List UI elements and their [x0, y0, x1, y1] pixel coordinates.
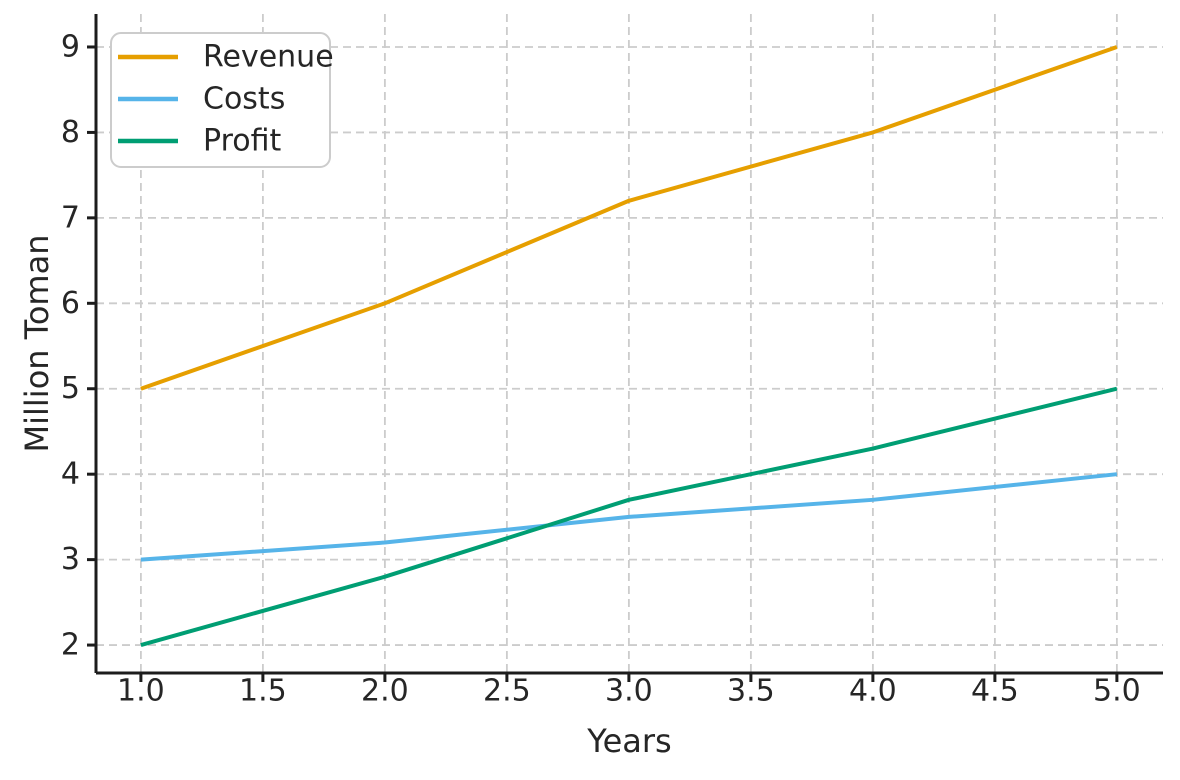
x-axis-tick-label: 4.0: [849, 674, 897, 709]
x-axis-tick-label: 5.0: [1093, 674, 1141, 709]
series-line-costs: [140, 472, 1118, 562]
x-axis-tick-label: 2.5: [483, 674, 531, 709]
x-axis-label: Years: [586, 722, 671, 760]
y-axis-tick-label: 8: [61, 115, 80, 150]
x-axis-tick-label: 3.5: [727, 674, 775, 709]
legend-box: [110, 32, 331, 168]
legend-label-revenue: Revenue: [203, 40, 334, 75]
series-line-profit: [140, 386, 1118, 647]
x-axis-tick-label: 3.0: [605, 674, 653, 709]
legend-label-costs: Costs: [203, 82, 285, 117]
y-axis-tick-label: 3: [61, 542, 80, 577]
y-axis-tick-label: 9: [61, 29, 80, 64]
x-axis-tick-label: 1.5: [239, 674, 287, 709]
x-axis-tick-label: 1.0: [117, 674, 165, 709]
x-axis-tick-label: 2.0: [361, 674, 409, 709]
y-axis-tick-label: 5: [61, 371, 80, 406]
y-axis-label: Million Toman: [18, 235, 56, 453]
legend-label-profit: Profit: [203, 124, 281, 159]
series-line-revenue: [140, 45, 1118, 391]
y-axis-tick-label: 6: [61, 286, 80, 321]
y-axis-tick-label: 7: [61, 200, 80, 235]
y-axis-tick-label: 4: [61, 457, 80, 492]
x-axis-tick-label: 4.5: [971, 674, 1019, 709]
y-axis-tick-label: 2: [61, 628, 80, 663]
